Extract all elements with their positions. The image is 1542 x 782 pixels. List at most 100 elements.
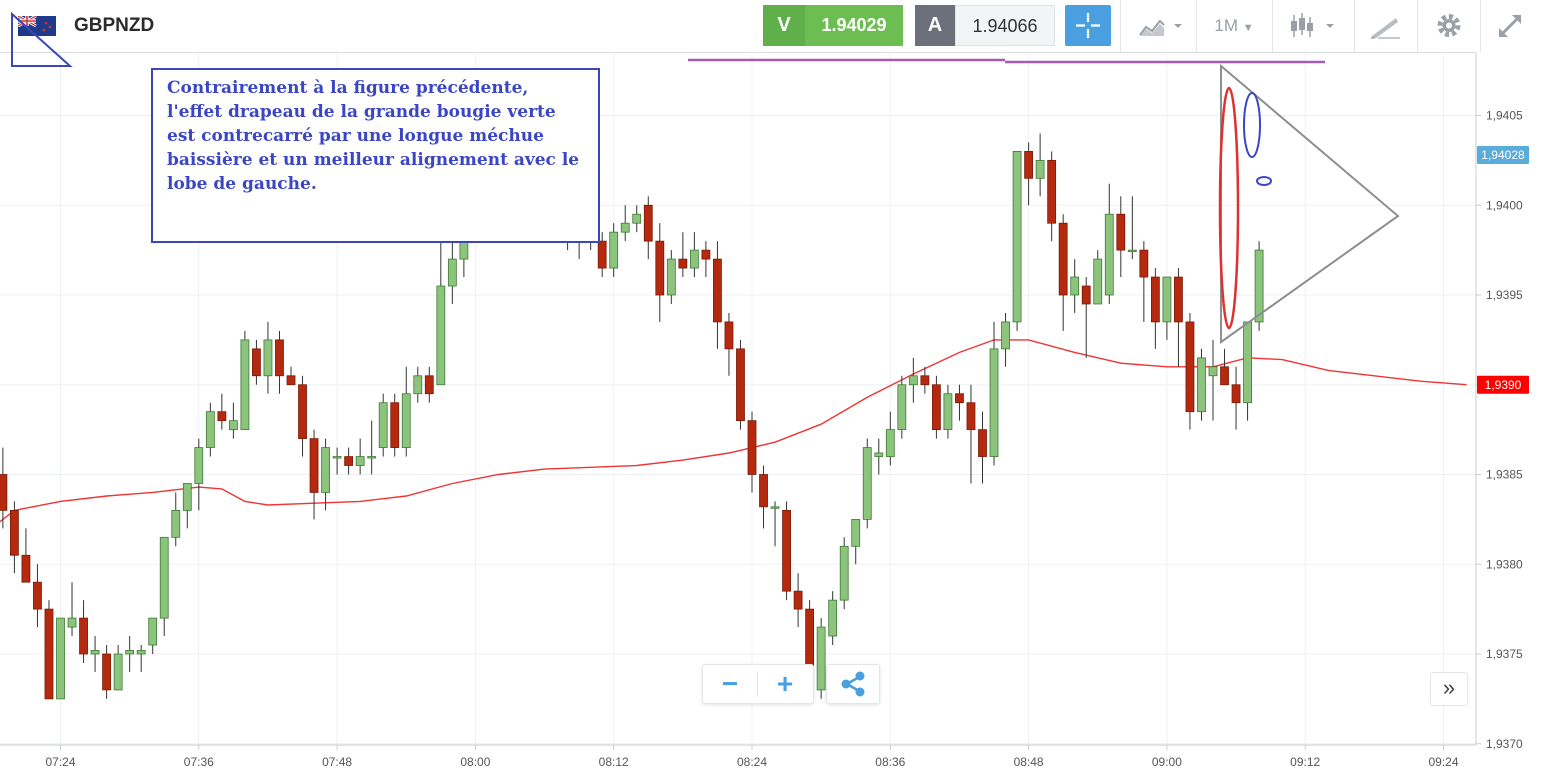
bearish-candle (1150, 268, 1160, 349)
settings-button[interactable] (1424, 5, 1474, 46)
x-tick-label: 08:00 (460, 755, 490, 769)
chart-type-button[interactable] (1128, 5, 1192, 46)
zoom-controls: − + (702, 664, 814, 704)
bearish-candle (955, 384, 964, 421)
bullish-candle (321, 438, 330, 511)
bullish-candle (897, 375, 907, 439)
bullish-candle (770, 501, 780, 547)
bullish-candle (620, 205, 630, 242)
y-tick-label: 1,9405 (1486, 109, 1523, 123)
bearish-candle (1116, 196, 1126, 278)
share-button[interactable] (826, 664, 880, 704)
candle-body (1024, 150, 1033, 179)
scroll-right-button[interactable]: » (1430, 672, 1468, 706)
price-axis-background (1476, 52, 1542, 782)
toolbar-divider (1480, 0, 1481, 52)
blue-ellipse-marker (1243, 92, 1261, 158)
candle-body (44, 608, 54, 700)
candle-body (217, 411, 227, 422)
candle-body (228, 420, 238, 431)
candle-body (828, 599, 838, 637)
chevron-down-icon: ▼ (1242, 22, 1254, 34)
bullish-candle (90, 636, 100, 672)
candle-body (9, 509, 19, 556)
candle-body (747, 420, 757, 475)
candle-body (436, 285, 446, 386)
candle-body (240, 339, 250, 431)
candle-body (759, 474, 768, 508)
drawing-tools-button[interactable] (1360, 5, 1410, 46)
bearish-candle (1231, 366, 1241, 430)
bearish-candle (9, 501, 19, 574)
y-tick-label: 1,9395 (1486, 288, 1523, 302)
candle-body (793, 590, 803, 610)
candle-body (782, 509, 791, 592)
candlestick-button[interactable] (1280, 5, 1346, 46)
bullish-candle (148, 617, 158, 654)
bearish-candle (44, 600, 54, 700)
bearish-candle (1174, 268, 1183, 367)
candle-body (332, 456, 342, 459)
candle-body (897, 384, 907, 431)
candle-body (159, 536, 169, 619)
fullscreen-button[interactable] (1486, 5, 1534, 46)
annotation-text-box: Contrairement à la figure précédente, l'… (151, 68, 600, 243)
bearish-candle (275, 330, 284, 394)
bullish-candle (56, 617, 65, 700)
buy-button[interactable]: A (915, 5, 955, 46)
candle-body (125, 650, 135, 655)
y-tick-label: 1,9380 (1486, 557, 1523, 571)
current-price-tag-background (1477, 145, 1529, 164)
bullish-candle (1012, 150, 1022, 331)
candle-body (1058, 222, 1068, 296)
fullscreen-icon (1498, 14, 1522, 38)
sell-price[interactable]: 1.94029 (805, 5, 903, 46)
bearish-candle (33, 564, 42, 628)
zoom-in-button[interactable]: + (776, 668, 794, 699)
candle-body (90, 650, 100, 655)
triangle-pattern-drawing (1220, 63, 1400, 344)
bullish-candle (1001, 312, 1010, 367)
bearish-candle (1024, 142, 1033, 206)
candle-body (298, 384, 307, 439)
x-tick-label: 07:48 (322, 755, 352, 769)
crosshair-icon (1076, 13, 1100, 38)
buy-price[interactable]: 1.94066 (955, 5, 1055, 46)
bullish-candle (367, 420, 377, 475)
candle-body (148, 617, 158, 646)
candle-body (689, 249, 699, 269)
timeframe-button[interactable]: 1M ▼ (1204, 5, 1264, 46)
candle-body (390, 402, 400, 448)
candle-body (1150, 276, 1160, 323)
bearish-candle (713, 241, 722, 349)
candle-body (1012, 150, 1022, 323)
bearish-candle (298, 375, 307, 457)
bearish-candle (344, 447, 354, 475)
candle-body (275, 339, 284, 377)
bearish-candle (643, 196, 653, 260)
candle-body (1139, 249, 1149, 278)
ma-price-tag-background (1477, 375, 1529, 394)
sell-button[interactable]: V (763, 5, 805, 46)
bullish-candle (413, 366, 423, 403)
y-tick-label: 1,9400 (1486, 198, 1523, 212)
bullish-candle (159, 536, 169, 637)
red-ellipse-marker (1218, 86, 1240, 330)
bearish-candle (102, 645, 111, 699)
chart-toolbar: GBPNZD V 1.94029 A 1.94066 1M ▼ (0, 0, 1542, 53)
bullish-candle (816, 618, 826, 699)
bullish-candle (1197, 348, 1206, 421)
timeframe-label: 1M (1214, 16, 1238, 35)
bullish-candle (689, 232, 699, 278)
toolbar-divider (1354, 0, 1355, 52)
bullish-candle (194, 438, 204, 511)
crosshair-button[interactable] (1065, 5, 1111, 46)
zoom-out-button[interactable]: − (721, 668, 739, 699)
candle-body (943, 393, 953, 431)
bearish-candle (1047, 151, 1057, 242)
candle-body (56, 617, 65, 700)
bearish-candle (597, 232, 607, 278)
bearish-candle (217, 393, 227, 430)
candle-body (978, 429, 987, 457)
